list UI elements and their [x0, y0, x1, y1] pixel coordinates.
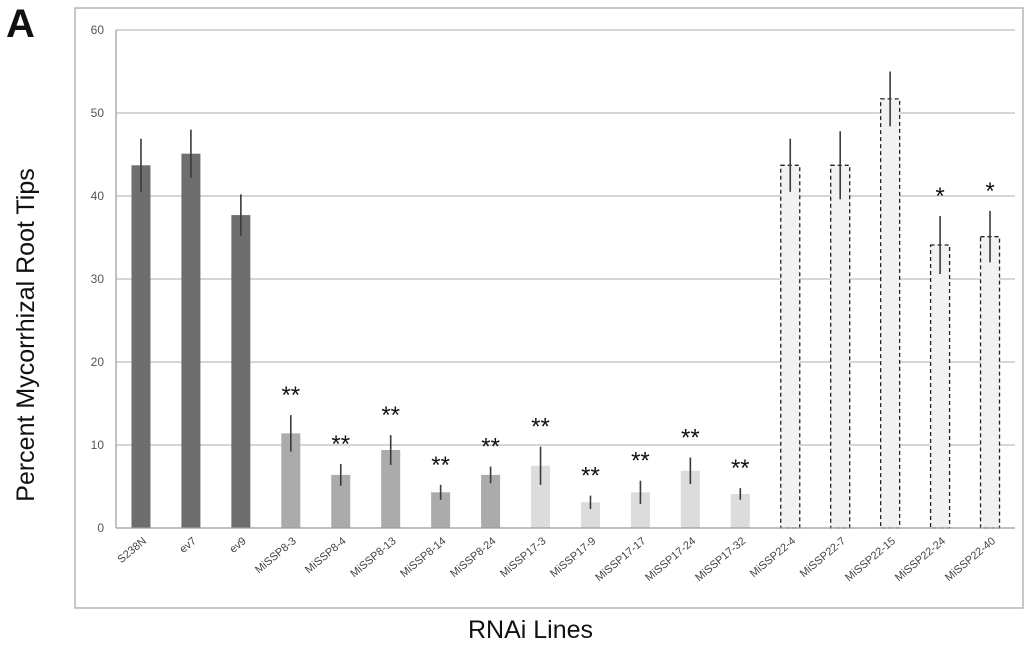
significance-marker: ** — [731, 455, 750, 482]
y-tick-label: 20 — [91, 355, 105, 369]
significance-marker: ** — [481, 434, 500, 461]
axes: 0 10 20 30 40 50 60 S238N ev7 ev9 MiSSP8-3 MiSSP8-4… — [91, 23, 1015, 584]
significance-marker: ** — [581, 463, 600, 490]
x-tick-label: ev7 — [178, 535, 199, 556]
y-tick-label: 60 — [91, 23, 105, 37]
bar — [580, 502, 600, 528]
significance-marker: ** — [681, 424, 700, 451]
x-tick-label: MiSSP22-24 — [893, 535, 948, 584]
bar — [231, 215, 251, 528]
x-tick-label: MiSSP22-40 — [943, 535, 998, 584]
x-tick-label: ev9 — [227, 535, 248, 556]
x-axis-label: RNAi Lines — [468, 616, 594, 644]
x-tick-label: MiSSP17-3 — [498, 535, 548, 580]
chart-frame — [74, 7, 1024, 609]
y-tick-label: 10 — [91, 438, 105, 452]
y-tick-label: 40 — [91, 189, 105, 203]
bar — [331, 474, 351, 528]
bar — [131, 165, 151, 529]
x-tick-label: S238N — [115, 535, 149, 566]
x-tick-label: MiSSP17-24 — [643, 535, 698, 584]
x-tick-label: MiSSP22-15 — [843, 535, 898, 584]
bar — [780, 164, 801, 529]
bar — [381, 449, 401, 528]
x-tick-label: MiSSP17-32 — [693, 535, 748, 584]
bar — [830, 164, 851, 529]
significance-marker: * — [935, 183, 944, 210]
significance-marker: ** — [281, 382, 300, 409]
x-tick-label: MiSSP17-9 — [548, 535, 598, 580]
x-tick-label: MiSSP8-3 — [253, 535, 299, 576]
x-tick-label: MiSSP22-4 — [748, 535, 798, 580]
bar — [181, 153, 201, 529]
significance-marker: ** — [431, 452, 450, 479]
x-tick-label: MiSSP17-17 — [593, 535, 648, 584]
bar — [879, 98, 901, 529]
x-tick-label: MiSSP8-4 — [303, 535, 349, 576]
bar — [929, 244, 951, 529]
bar — [481, 474, 501, 528]
bar — [431, 492, 451, 528]
significance-marker: ** — [531, 414, 550, 441]
x-tick-label: MiSSP8-24 — [448, 535, 498, 580]
x-tick-label: MiSSP8-13 — [348, 535, 398, 580]
x-tick-label: MiSSP22-7 — [798, 535, 848, 580]
bar — [531, 465, 551, 528]
bar — [979, 236, 1001, 529]
panel-letter: A — [6, 2, 35, 46]
gridlines — [116, 29, 1015, 446]
significance-marker: ** — [331, 431, 350, 458]
bar — [630, 492, 650, 528]
bar — [730, 493, 750, 528]
significance-marker: ** — [381, 402, 400, 429]
significance-marker: ** — [631, 448, 650, 475]
significance-marker: * — [985, 178, 994, 205]
y-tick-label: 50 — [91, 106, 105, 120]
x-tick-label: MiSSP8-14 — [398, 535, 448, 580]
bar — [680, 470, 700, 528]
bar — [281, 433, 301, 528]
y-tick-label: 0 — [97, 521, 104, 535]
y-tick-label: 30 — [91, 272, 105, 286]
bars: ********************* * — [131, 71, 1001, 529]
